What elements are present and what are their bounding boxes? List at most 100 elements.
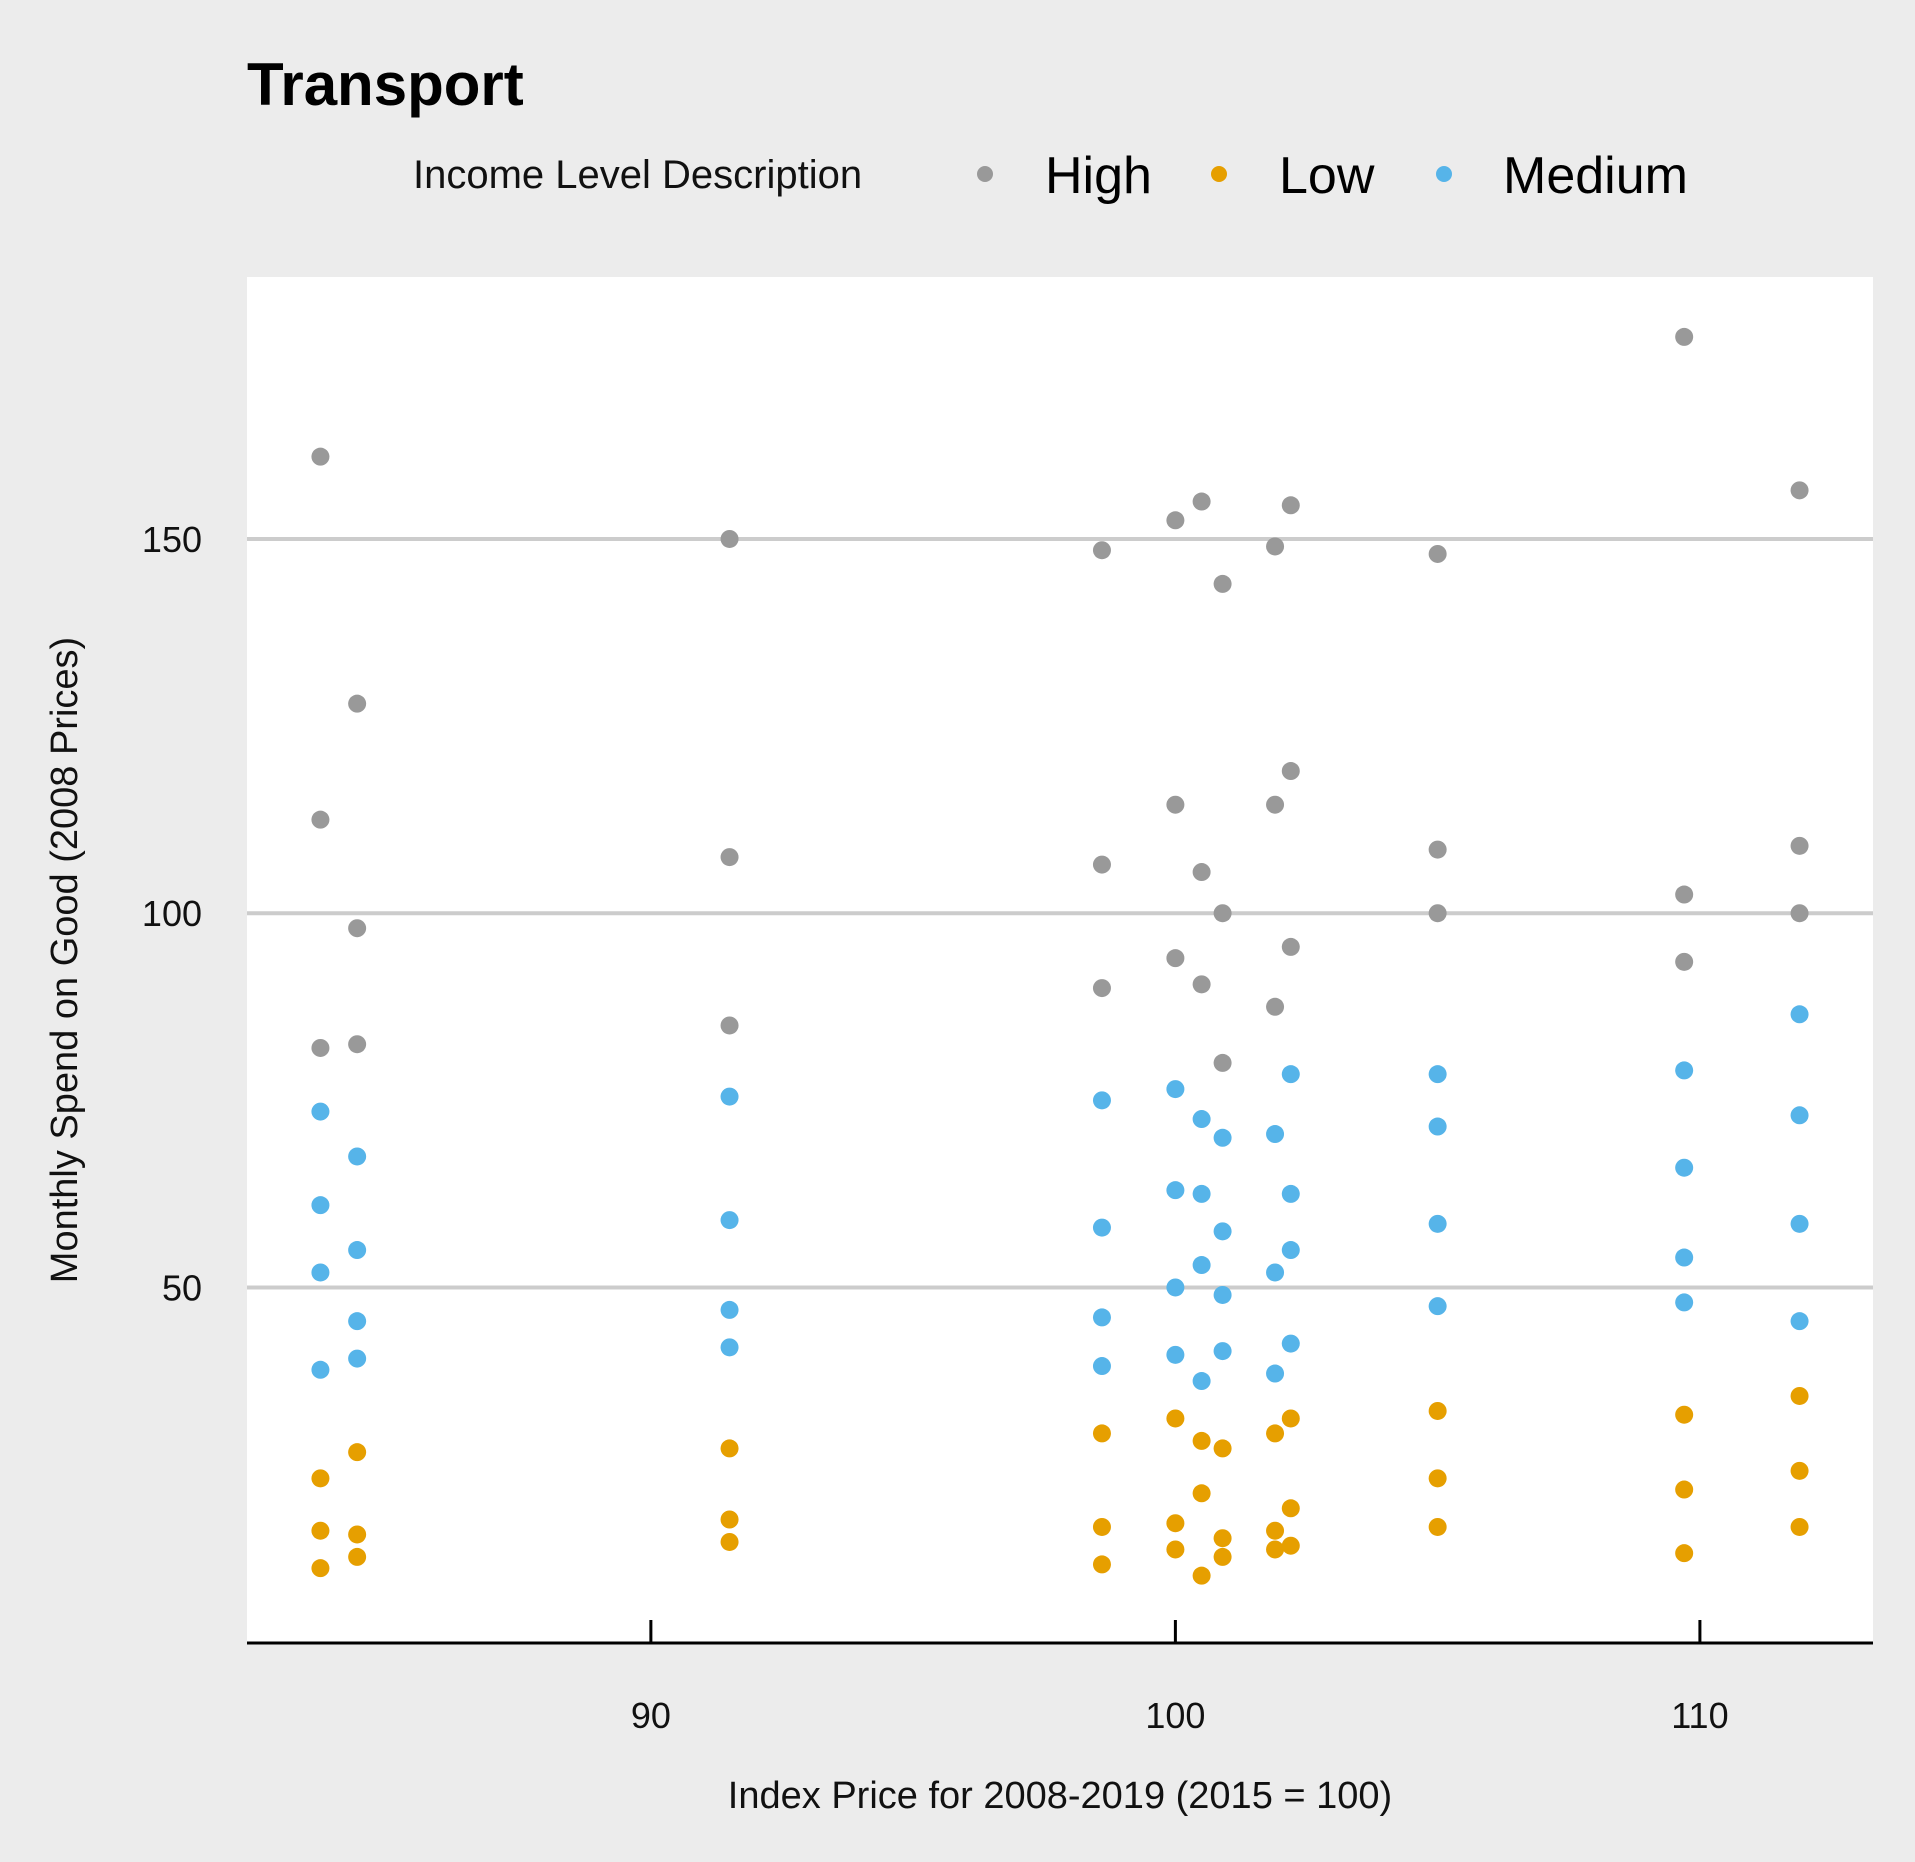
point-medium-15 — [1092, 1357, 1111, 1376]
point-low-26 — [1281, 1536, 1300, 1555]
point-high-21 — [1266, 537, 1285, 556]
point-medium-46 — [1790, 1312, 1809, 1331]
point-medium-41 — [1675, 1248, 1694, 1267]
point-high-25 — [1281, 762, 1300, 781]
y-tick-label-150: 150 — [142, 519, 202, 560]
point-medium-4 — [348, 1147, 367, 1166]
point-high-12 — [1166, 511, 1185, 530]
point-medium-18 — [1166, 1278, 1185, 1297]
point-low-22 — [1266, 1521, 1285, 1540]
point-medium-8 — [720, 1087, 739, 1106]
point-low-35 — [1790, 1517, 1809, 1536]
legend-marker-low — [1211, 166, 1227, 182]
point-medium-31 — [1281, 1065, 1300, 1084]
point-low-4 — [348, 1525, 367, 1544]
point-high-15 — [1192, 492, 1211, 511]
x-tick-label-110: 110 — [1671, 1695, 1728, 1736]
y-axis-ticks: 50 100 150 — [142, 519, 202, 1308]
point-high-18 — [1213, 574, 1232, 593]
point-low-20 — [1213, 1547, 1232, 1566]
point-high-29 — [1428, 904, 1447, 923]
point-medium-17 — [1166, 1181, 1185, 1200]
point-medium-43 — [1790, 1005, 1809, 1024]
point-high-6 — [720, 529, 739, 548]
point-medium-30 — [1266, 1364, 1285, 1383]
chart-title: Transport — [247, 51, 524, 118]
point-high-19 — [1213, 904, 1232, 923]
point-medium-7 — [348, 1349, 367, 1368]
plot-panel — [247, 277, 1873, 1643]
point-low-12 — [1166, 1409, 1185, 1428]
point-medium-35 — [1428, 1065, 1447, 1084]
point-high-16 — [1192, 863, 1211, 882]
point-high-9 — [1092, 541, 1111, 560]
x-tick-label-90: 90 — [631, 1695, 671, 1736]
legend-marker-high — [977, 166, 993, 182]
point-low-6 — [720, 1439, 739, 1458]
point-low-23 — [1266, 1540, 1285, 1559]
point-medium-44 — [1790, 1106, 1809, 1125]
point-medium-22 — [1192, 1256, 1211, 1275]
point-low-14 — [1166, 1540, 1185, 1559]
point-medium-5 — [348, 1241, 367, 1260]
legend-title: Income Level Description — [413, 153, 862, 197]
point-low-10 — [1092, 1517, 1111, 1536]
point-low-5 — [348, 1547, 367, 1566]
point-low-15 — [1192, 1431, 1211, 1450]
point-medium-38 — [1428, 1297, 1447, 1316]
point-medium-36 — [1428, 1117, 1447, 1136]
point-medium-33 — [1281, 1241, 1300, 1260]
data-points — [311, 327, 1809, 1585]
point-low-27 — [1428, 1401, 1447, 1420]
point-high-13 — [1166, 795, 1185, 814]
point-low-9 — [1092, 1424, 1111, 1443]
point-medium-28 — [1266, 1125, 1285, 1144]
point-low-13 — [1166, 1514, 1185, 1533]
x-axis-ticks: 90 100 110 — [631, 1620, 1729, 1736]
x-tick-label-100: 100 — [1145, 1695, 1205, 1736]
point-high-26 — [1281, 937, 1300, 956]
legend-label-medium: Medium — [1503, 147, 1688, 205]
point-high-11 — [1092, 979, 1111, 998]
point-medium-16 — [1166, 1080, 1185, 1099]
point-low-16 — [1192, 1484, 1211, 1503]
point-medium-24 — [1213, 1128, 1232, 1147]
point-low-25 — [1281, 1499, 1300, 1518]
point-medium-42 — [1675, 1293, 1694, 1312]
point-high-14 — [1166, 949, 1185, 968]
point-medium-10 — [720, 1300, 739, 1319]
point-high-23 — [1266, 997, 1285, 1016]
legend: Income Level Description High Low Medium — [413, 147, 1688, 205]
y-axis-label: Monthly Spend on Good (2008 Prices) — [44, 637, 86, 1283]
point-medium-34 — [1281, 1334, 1300, 1353]
point-low-8 — [720, 1532, 739, 1551]
x-axis-label: Index Price for 2008-2019 (2015 = 100) — [728, 1775, 1392, 1817]
point-high-0 — [311, 447, 330, 466]
y-tick-label-50: 50 — [162, 1267, 202, 1308]
point-low-34 — [1790, 1461, 1809, 1480]
point-medium-23 — [1192, 1372, 1211, 1391]
point-medium-19 — [1166, 1345, 1185, 1364]
point-high-3 — [348, 694, 367, 713]
point-low-7 — [720, 1510, 739, 1529]
point-medium-13 — [1092, 1218, 1111, 1237]
point-low-0 — [311, 1469, 330, 1488]
point-high-32 — [1675, 952, 1694, 971]
point-high-33 — [1790, 481, 1809, 500]
point-high-22 — [1266, 795, 1285, 814]
point-medium-45 — [1790, 1214, 1809, 1233]
point-low-19 — [1213, 1529, 1232, 1548]
point-high-10 — [1092, 855, 1111, 874]
point-low-30 — [1675, 1405, 1694, 1424]
point-low-21 — [1266, 1424, 1285, 1443]
point-high-34 — [1790, 836, 1809, 855]
point-high-1 — [311, 810, 330, 829]
point-low-18 — [1213, 1439, 1232, 1458]
point-medium-6 — [348, 1312, 367, 1331]
point-high-31 — [1675, 885, 1694, 904]
point-medium-29 — [1266, 1263, 1285, 1282]
point-medium-14 — [1092, 1308, 1111, 1327]
point-low-11 — [1092, 1555, 1111, 1574]
point-medium-40 — [1675, 1158, 1694, 1177]
point-high-27 — [1428, 544, 1447, 563]
